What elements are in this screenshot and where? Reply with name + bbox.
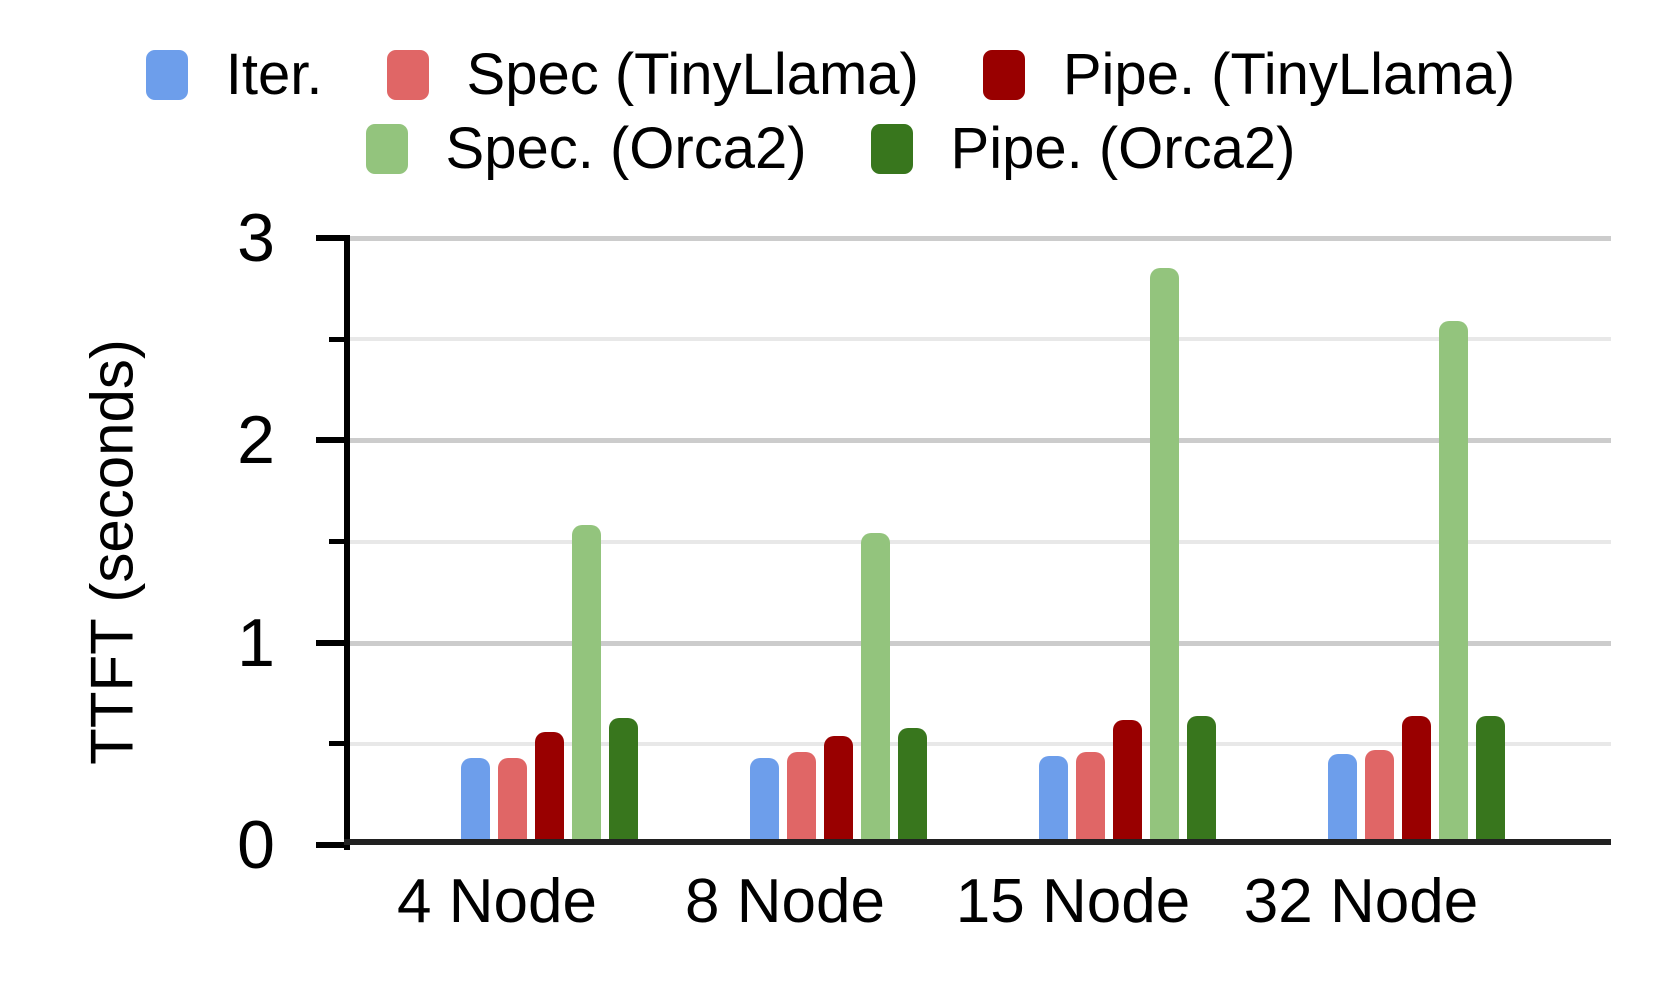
bar-spec-orca2-32-node: [1438, 320, 1468, 845]
bar-spec-tinyllama-8-node: [786, 751, 816, 845]
legend-item-pipe-tinyllama: Pipe. (TinyLlama): [982, 42, 1516, 107]
legend-item-iter: Iter.: [145, 42, 323, 107]
x-category-label-8-node: 8 Node: [685, 867, 885, 936]
legend-swatch-spec-orca2: [365, 124, 408, 174]
plot-area: 0 1 2 3 4 Node 8 Node 15 Node 32 Node: [237, 202, 1611, 936]
legend-label-pipe-orca2: Pipe. (Orca2): [950, 116, 1296, 181]
y-minor-tick: [329, 336, 345, 342]
legend-item-pipe-orca2: Pipe. (Orca2): [870, 116, 1296, 181]
legend-item-spec-tinyllama: Spec (TinyLlama): [386, 42, 919, 107]
bar-pipe-orca2-8-node: [897, 727, 927, 845]
gridline-major: [350, 438, 1611, 444]
y-major-tick: [316, 437, 350, 444]
bar-spec-orca2-4-node: [571, 525, 601, 845]
legend-swatch-iter: [145, 50, 188, 100]
gridline-minor: [350, 741, 1611, 746]
bar-spec-tinyllama-15-node: [1075, 751, 1105, 845]
bar-iter-8-node: [749, 758, 779, 845]
y-axis-title: TTFT (seconds): [78, 339, 146, 765]
legend-swatch-pipe-orca2: [870, 124, 913, 174]
y-minor-tick: [329, 741, 345, 747]
gridline-minor: [350, 337, 1611, 342]
bar-spec-orca2-15-node: [1149, 268, 1179, 845]
bar-pipe-orca2-15-node: [1186, 715, 1216, 845]
y-major-tick: [316, 235, 350, 241]
y-tick-label: 3: [237, 200, 275, 276]
y-minor-tick: [329, 539, 345, 544]
legend-swatch-spec-tinyllama: [386, 50, 429, 100]
bar-pipe-orca2-4-node: [608, 717, 638, 845]
x-axis-line: [344, 839, 1611, 845]
legend-item-spec-orca2: Spec. (Orca2): [365, 116, 807, 181]
y-major-tick: [316, 639, 350, 646]
x-category-label-4-node: 4 Node: [397, 867, 597, 936]
bar-spec-tinyllama-32-node: [1364, 749, 1394, 845]
x-category-label-15-node: 15 Node: [955, 867, 1191, 936]
y-axis-line: [344, 235, 350, 850]
x-category-label-32-node: 32 Node: [1243, 867, 1479, 936]
bar-pipe-tinyllama-15-node: [1112, 719, 1142, 845]
bar-pipe-tinyllama-32-node: [1401, 715, 1431, 845]
bar-spec-tinyllama-4-node: [497, 758, 527, 845]
bar-pipe-tinyllama-8-node: [823, 735, 853, 845]
chart-legend-row-2: Spec. (Orca2) Pipe. (Orca2): [0, 120, 1661, 178]
y-tick-label: 0: [237, 807, 275, 883]
bar-iter-15-node: [1038, 755, 1068, 845]
legend-label-spec-orca2: Spec. (Orca2): [445, 116, 807, 181]
bar-pipe-orca2-32-node: [1475, 715, 1505, 845]
y-major-tick: [316, 842, 350, 848]
legend-label-pipe-tinyllama: Pipe. (TinyLlama): [1062, 42, 1516, 107]
bar-pipe-tinyllama-4-node: [534, 731, 564, 845]
legend-swatch-pipe-tinyllama: [982, 50, 1025, 100]
bar-iter-4-node: [460, 758, 490, 845]
legend-label-spec-tinyllama: Spec (TinyLlama): [466, 42, 919, 107]
chart-legend-row-1: Iter. Spec (TinyLlama) Pipe. (TinyLlama): [0, 46, 1661, 104]
y-tick-label: 2: [237, 402, 275, 479]
y-tick-label: 1: [237, 604, 275, 681]
gridline-major: [350, 236, 1611, 241]
bar-iter-32-node: [1327, 753, 1357, 845]
gridline-minor: [350, 539, 1611, 544]
bar-spec-orca2-8-node: [860, 533, 890, 845]
gridline-major: [350, 640, 1611, 646]
legend-label-iter: Iter.: [225, 42, 323, 107]
